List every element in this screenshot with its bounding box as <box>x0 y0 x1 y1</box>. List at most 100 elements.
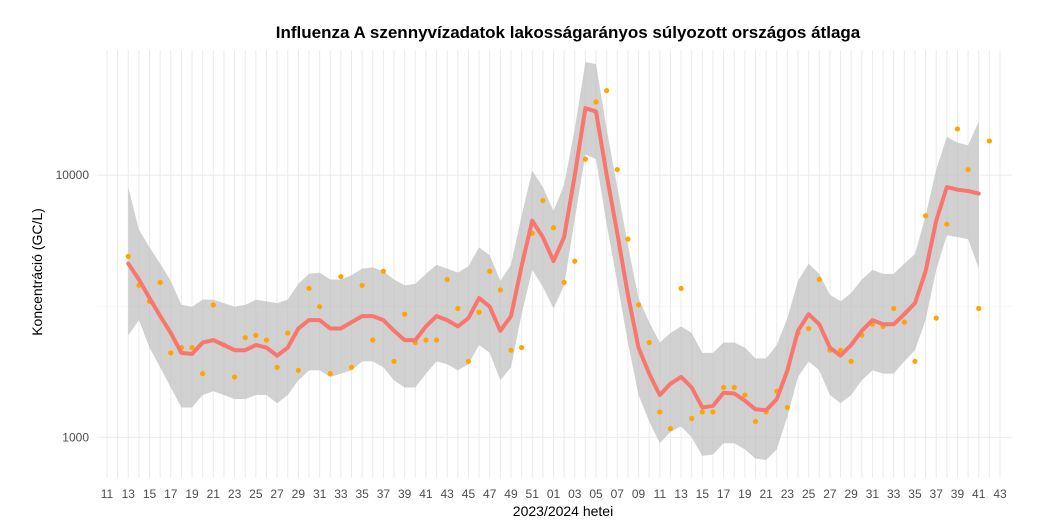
x-axis-ticks: 11 13 15 17 19 21 23 25 27 29 31 33 35 37 39 41 43 45 47 49… <box>101 487 1007 501</box>
data-point <box>455 305 461 312</box>
data-point <box>306 285 312 291</box>
data-point <box>465 358 472 364</box>
data-point <box>731 384 737 391</box>
data-point <box>402 311 408 317</box>
data-point <box>370 337 376 343</box>
x-tick-label: 39 <box>951 487 965 501</box>
data-point <box>540 197 546 204</box>
data-point <box>604 88 610 94</box>
data-point <box>231 374 238 380</box>
data-point <box>912 358 918 364</box>
data-point <box>200 371 206 377</box>
x-tick-label: 07 <box>611 487 625 501</box>
data-point <box>444 276 450 283</box>
x-tick-label: 23 <box>781 487 795 501</box>
data-point <box>359 282 365 288</box>
y-axis-ticks: 1000 10000 <box>56 168 90 444</box>
x-tick-label: 13 <box>122 487 136 501</box>
x-tick-label: 33 <box>887 487 901 501</box>
x-tick-label: 35 <box>355 487 369 501</box>
data-point <box>678 285 684 291</box>
smooth-line <box>126 106 981 413</box>
x-tick-label: 21 <box>207 487 221 501</box>
data-point <box>976 305 982 312</box>
data-point <box>635 302 642 308</box>
x-tick-label: 39 <box>398 487 412 501</box>
data-point <box>263 337 270 343</box>
x-tick-label: 25 <box>249 487 263 501</box>
x-tick-label: 43 <box>993 487 1007 501</box>
x-tick-label: 01 <box>547 487 561 501</box>
data-point <box>720 384 727 391</box>
data-point <box>295 367 301 374</box>
data-point <box>891 305 897 312</box>
data-point <box>487 268 493 274</box>
x-tick-label: 05 <box>589 487 603 501</box>
x-tick-label: 11 <box>654 487 667 501</box>
data-point <box>317 304 323 310</box>
x-tick-label: 17 <box>164 487 178 501</box>
data-point <box>954 126 961 132</box>
data-point <box>944 221 950 227</box>
x-tick-label: 03 <box>568 487 582 501</box>
x-tick-label: 33 <box>334 487 348 501</box>
data-point <box>157 279 163 285</box>
smooth-trend <box>126 106 981 413</box>
data-point <box>784 404 790 411</box>
data-point <box>699 409 705 415</box>
x-tick-label: 31 <box>866 487 880 501</box>
x-tick-label: 47 <box>483 487 497 501</box>
data-point <box>752 418 759 425</box>
data-point <box>519 344 525 351</box>
data-point <box>125 253 131 259</box>
data-point <box>742 392 748 398</box>
y-tick-label: 1000 <box>62 430 89 444</box>
data-point <box>901 319 907 325</box>
data-point <box>348 364 355 370</box>
data-point <box>689 415 695 422</box>
x-tick-label: 37 <box>930 487 944 501</box>
data-point <box>253 332 259 338</box>
data-point <box>391 358 397 364</box>
x-tick-label: 35 <box>908 487 922 501</box>
x-tick-label: 49 <box>504 487 518 501</box>
data-point <box>965 166 971 173</box>
data-point <box>848 358 854 364</box>
x-tick-label: 21 <box>759 487 773 501</box>
data-point <box>274 364 280 370</box>
x-axis-title: 2023/2024 hetei <box>513 503 613 519</box>
data-point <box>242 335 248 341</box>
grid-major <box>97 50 1012 478</box>
data-point <box>285 330 291 336</box>
data-point <box>497 287 503 293</box>
x-tick-label: 25 <box>802 487 816 501</box>
x-tick-label: 29 <box>844 487 858 501</box>
x-tick-label: 09 <box>632 487 646 501</box>
data-point <box>423 337 429 343</box>
data-point <box>338 274 344 280</box>
data-point <box>508 347 514 353</box>
x-tick-label: 29 <box>292 487 306 501</box>
x-tick-label: 11 <box>101 487 114 501</box>
data-point <box>582 156 588 162</box>
data-point <box>667 426 674 432</box>
data-point <box>922 213 929 219</box>
data-point <box>550 225 557 231</box>
data-point <box>933 315 939 321</box>
x-tick-label: 41 <box>972 487 986 501</box>
data-point <box>986 138 992 144</box>
data-point <box>189 344 195 351</box>
x-tick-label: 27 <box>823 487 837 501</box>
data-point <box>327 371 333 377</box>
x-tick-label: 31 <box>313 487 327 501</box>
x-tick-label: 23 <box>228 487 242 501</box>
data-point <box>380 268 387 274</box>
x-tick-label: 45 <box>462 487 476 501</box>
data-point <box>625 236 631 242</box>
data-point <box>614 166 620 173</box>
y-axis-title: Koncentráció (GC/L) <box>29 208 45 336</box>
x-tick-label: 41 <box>419 487 433 501</box>
x-tick-label: 19 <box>738 487 752 501</box>
data-point <box>433 337 440 343</box>
